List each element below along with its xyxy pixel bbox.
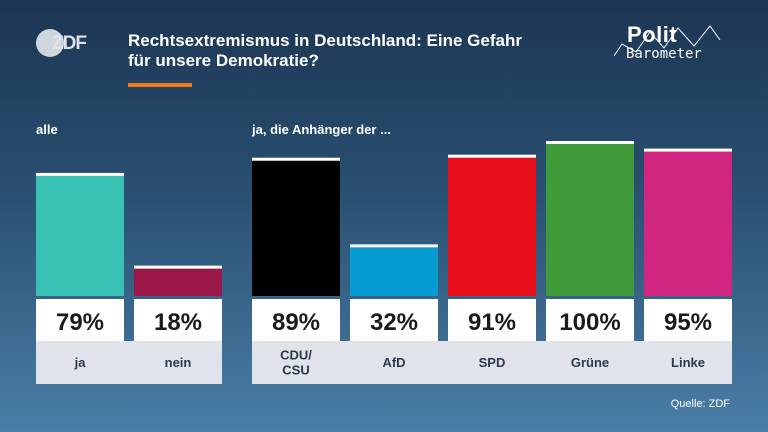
group-label-supporters: ja, die Anhänger der ... (252, 122, 391, 137)
category-label-line: CSU (282, 363, 309, 378)
category-strip-1 (252, 341, 732, 384)
bar-cap-cducsu (252, 157, 340, 161)
value-label-nein: 18% (154, 309, 202, 336)
category-label-afd: AfD (382, 355, 405, 370)
zdf-logo: ZDF (36, 29, 92, 59)
chart-title-line2: für unsere Demokratie? (128, 51, 319, 70)
title-accent-bar (128, 83, 192, 87)
value-label-gruene: 100% (559, 309, 620, 336)
value-label-ja: 79% (56, 309, 104, 336)
value-label-cducsu: 89% (272, 309, 320, 336)
value-box-ja (36, 299, 124, 341)
category-label-cducsu: CDU/CSU (280, 348, 312, 378)
category-label-ja: ja (74, 355, 87, 370)
category-label-gruene: Grüne (571, 355, 609, 370)
category-label-linke: Linke (671, 355, 705, 370)
category-label-line: CDU/ (280, 348, 312, 363)
bar-nein (134, 268, 222, 296)
category-label-spd: SPD (479, 355, 506, 370)
bar-cap-linke (644, 148, 732, 152)
value-label-afd: 32% (370, 309, 418, 336)
bar-gruene (546, 144, 634, 296)
category-label-line: Linke (671, 355, 705, 370)
value-box-linke (644, 299, 732, 341)
value-label-spd: 91% (468, 309, 516, 336)
bar-cducsu (252, 160, 340, 296)
bar-afd (350, 247, 438, 296)
bar-cap-gruene (546, 141, 634, 144)
value-box-nein (134, 299, 222, 341)
bar-cap-afd (350, 244, 438, 248)
politbarometer-logo: Polit Barometer (612, 22, 724, 74)
zdf-logo-circle (36, 29, 64, 57)
bar-linke (644, 151, 732, 296)
category-label-line: nein (165, 355, 192, 370)
category-label-nein: nein (165, 355, 192, 370)
politbarometer-barometer: Barometer (626, 46, 702, 62)
source-note: Quelle: ZDF (670, 398, 730, 410)
bar-spd (448, 157, 536, 296)
chart-title: Rechtsextremismus in Deutschland: Eine G… (128, 31, 568, 71)
category-label-line: Grüne (571, 355, 609, 370)
group-label-all: alle (36, 122, 58, 137)
bar-cap-nein (134, 265, 222, 269)
politbarometer-lines (613, 25, 721, 57)
value-box-gruene (546, 299, 634, 341)
category-strip-0 (36, 341, 222, 384)
value-box-cducsu (252, 299, 340, 341)
bar-cap-spd (448, 154, 536, 158)
value-box-spd (448, 299, 536, 341)
value-box-afd (350, 299, 438, 341)
category-label-line: SPD (479, 355, 506, 370)
chart-title-line1: Rechtsextremismus in Deutschland: Eine G… (128, 31, 522, 50)
category-label-line: ja (74, 355, 87, 370)
category-label-line: AfD (382, 355, 405, 370)
politbarometer-polit: Polit (627, 22, 678, 47)
value-label-linke: 95% (664, 309, 712, 336)
bar-ja (36, 175, 124, 296)
bar-cap-ja (36, 172, 124, 176)
zdf-logo-text: ZDF (52, 33, 87, 54)
